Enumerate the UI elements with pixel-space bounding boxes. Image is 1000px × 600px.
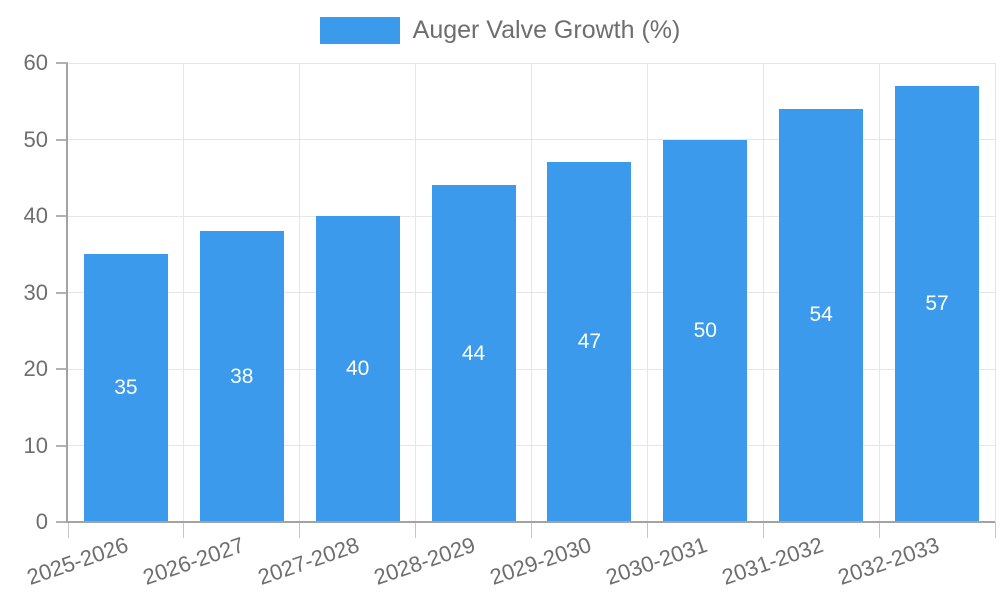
x-axis-tick [415,522,417,538]
x-gridline [415,63,417,522]
bar[interactable]: 40 [315,216,400,522]
y-axis-tick-label: 50 [23,126,48,152]
plot-area: 35 38 40 44 47 50 54 57 [56,62,996,538]
bar-value-label: 57 [925,291,949,315]
bar[interactable]: 47 [547,162,632,522]
x-axis-tick [183,522,185,538]
x-axis-label: 2030-2031 [602,532,711,590]
x-axis-label: 2026-2027 [139,532,247,590]
y-axis-tick [56,62,68,64]
bar-value-label: 40 [346,357,370,380]
x-axis-label: 2027-2028 [255,532,363,590]
bar-value-label: 50 [693,318,717,342]
bar-value-label: 35 [114,376,138,400]
bar[interactable]: 38 [199,231,284,522]
y-axis-tick-label: 10 [23,432,48,458]
y-axis-tick [56,291,68,294]
y-axis-tick [56,444,68,447]
bar[interactable]: 44 [431,185,516,522]
x-axis-tick [67,522,69,538]
x-gridline [183,63,185,522]
x-axis-label: 2029-2030 [486,532,595,590]
x-axis-label: 2031-2032 [718,532,827,590]
x-axis-tick [299,522,301,538]
x-gridline [299,63,301,522]
y-axis-tick-label: 20 [23,356,48,381]
y-axis-tick-label: 40 [23,203,48,228]
x-axis-label: 2032-2033 [834,532,943,590]
bar[interactable]: 35 [83,254,168,522]
y-axis-tick [56,138,68,141]
legend-swatch [319,17,400,44]
x-axis-label: 2028-2029 [371,532,479,590]
x-gridline [646,63,648,522]
y-axis-tick-label: 60 [23,50,48,75]
x-gridline [531,63,532,522]
y-axis-tick [56,215,68,217]
bar-value-label: 44 [461,341,486,365]
bar-value-label: 38 [230,364,254,388]
x-axis-line [66,521,995,523]
y-axis-tick [56,521,68,523]
x-gridline [994,63,996,522]
legend-label: Auger Valve Growth (%) [412,16,681,44]
y-axis-tick-label: 30 [23,279,48,305]
bar[interactable]: 54 [779,108,864,522]
y-axis-tick [56,368,68,370]
bar-value-label: 47 [577,330,602,354]
y-axis-line [66,63,68,522]
legend[interactable]: Auger Valve Growth (%) [0,16,1000,45]
bar[interactable]: 50 [663,139,748,522]
x-gridline [878,63,880,522]
x-axis-tick [531,522,532,538]
x-axis-tick [646,522,648,538]
x-axis-label: 2025-2026 [23,532,132,590]
bar[interactable]: 57 [895,85,980,522]
x-gridline [762,63,764,522]
y-axis-tick-label: 0 [35,509,48,534]
x-axis-tick [994,522,996,538]
bar-value-label: 54 [809,303,833,327]
x-axis-tick [878,522,880,538]
x-axis-tick [762,522,764,538]
